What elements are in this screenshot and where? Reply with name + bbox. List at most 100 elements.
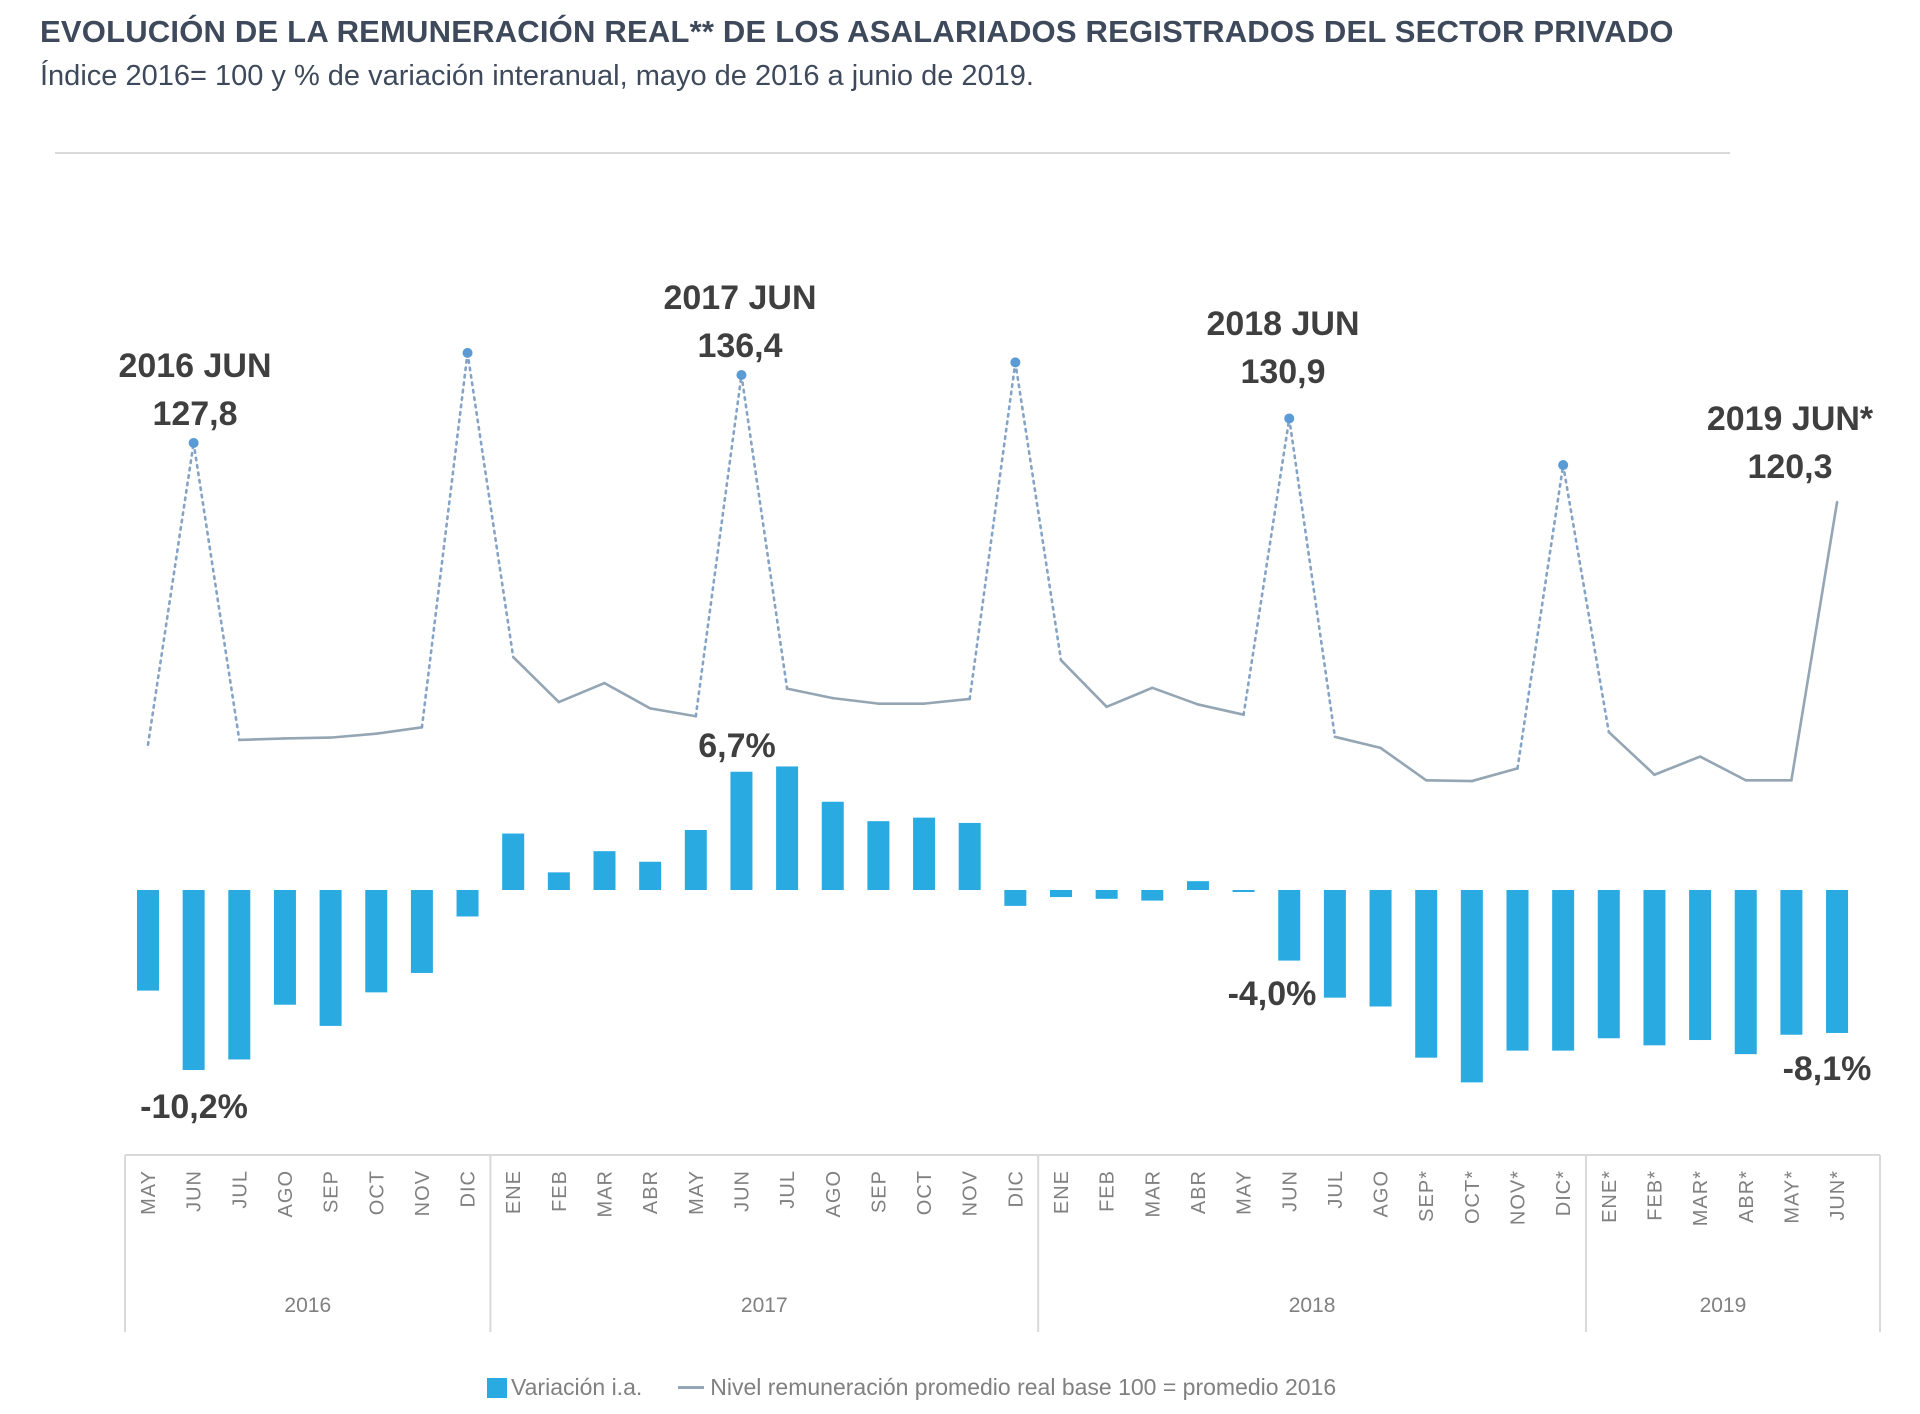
bar xyxy=(319,890,342,1026)
bar xyxy=(410,890,433,973)
bar xyxy=(1141,890,1164,901)
month-tick-label: MAY xyxy=(1234,1170,1256,1215)
bar-annotation-value: -10,2% xyxy=(140,1088,248,1126)
month-labels-group: MAY JUN JUL AGO SEP OCT NOV DIC ENE FEB MAR ABR MAY J… xyxy=(138,1170,1849,1226)
index-line-segment xyxy=(1698,755,1748,782)
index-line-segment xyxy=(238,737,287,742)
index-line-segment xyxy=(1607,730,1656,777)
month-tick-label: SEP* xyxy=(1416,1170,1438,1222)
index-line-segment xyxy=(557,681,606,704)
month-tick-label: FEB xyxy=(549,1170,571,1212)
legend-label-nivel: Nivel remuneración promedio real base 10… xyxy=(710,1374,1337,1400)
bars-group xyxy=(137,766,1849,1083)
bar-series-swatch-icon xyxy=(487,1377,507,1398)
bar xyxy=(867,821,890,890)
month-tick-label: JUN xyxy=(731,1170,753,1212)
month-tick-label: ENE xyxy=(503,1170,525,1214)
month-tick-label: DIC* xyxy=(1553,1170,1575,1216)
month-tick-label: MAR xyxy=(1142,1170,1164,1217)
month-tick-label: JUL xyxy=(229,1170,251,1209)
bar xyxy=(1186,881,1209,890)
month-tick-label: MAY* xyxy=(1781,1170,1803,1224)
bar xyxy=(1552,890,1575,1051)
bar xyxy=(1278,890,1301,961)
bar-annotation-value: 6,7% xyxy=(698,727,776,765)
peak-dot xyxy=(462,347,473,358)
month-tick-label: SEP xyxy=(321,1170,343,1213)
index-line-segment xyxy=(1151,686,1200,706)
bar xyxy=(365,890,388,993)
index-line-segment xyxy=(785,687,835,700)
peak-dot xyxy=(1558,460,1569,471)
month-tick-label: ABR xyxy=(640,1170,662,1214)
peak-annotation-title: 2019 JUN* xyxy=(1707,400,1874,438)
peak-dot xyxy=(1284,413,1295,424)
month-tick-label: JUL xyxy=(1325,1170,1347,1209)
index-line-segment xyxy=(1790,500,1839,782)
bar xyxy=(1734,890,1757,1055)
legend-item-variacion: Variación i.a. xyxy=(487,1374,642,1401)
bar xyxy=(1050,890,1072,898)
year-label: 2017 xyxy=(741,1294,788,1317)
index-line-segment xyxy=(1333,735,1382,750)
month-tick-label: DIC xyxy=(458,1170,480,1207)
index-line-segment xyxy=(1653,755,1702,777)
page-title: EVOLUCIÓN DE LA REMUNERACIÓN REAL** DE L… xyxy=(40,14,1674,49)
bar xyxy=(776,766,799,890)
index-line-segment xyxy=(1105,686,1154,709)
month-tick-label: ENE* xyxy=(1599,1170,1621,1223)
annotations-group: 2016 JUN 127,8 2017 JUN 136,4 2018 JUN 130,9 2… xyxy=(118,279,1873,1126)
month-tick-label: SEP xyxy=(868,1170,890,1213)
bar xyxy=(1597,890,1620,1039)
index-line-segment-dashed xyxy=(1561,463,1611,734)
month-tick-label: ABR xyxy=(1188,1170,1210,1214)
index-line-segment-dashed xyxy=(1287,417,1337,739)
month-tick-label: FEB* xyxy=(1644,1170,1666,1221)
month-tick-label: JUN xyxy=(1279,1170,1301,1212)
index-line-segment-dashed xyxy=(1242,417,1291,717)
page-subtitle: Índice 2016= 100 y % de variación intera… xyxy=(40,60,1034,92)
index-line-segment xyxy=(1196,703,1245,717)
month-tick-label: ABR* xyxy=(1736,1170,1758,1223)
month-tick-label: NOV xyxy=(412,1170,434,1216)
legend-label-variacion: Variación i.a. xyxy=(511,1374,643,1400)
peak-dot xyxy=(188,437,199,448)
peak-dot xyxy=(1010,357,1021,368)
bar xyxy=(1460,890,1483,1083)
year-labels-group: 2016 2017 2018 2019 xyxy=(284,1294,1746,1317)
index-line-segment xyxy=(329,732,378,739)
bar xyxy=(730,771,753,890)
bar xyxy=(1369,890,1392,1007)
bar xyxy=(1689,890,1712,1041)
index-line-segment xyxy=(374,726,424,735)
index-line-segment xyxy=(603,681,652,710)
bar xyxy=(1004,890,1027,906)
bar xyxy=(502,833,525,890)
month-tick-label: OCT* xyxy=(1462,1170,1484,1224)
bar xyxy=(182,890,205,1071)
month-tick-label: JUL xyxy=(777,1170,799,1209)
month-tick-label: AGO xyxy=(823,1170,845,1217)
month-tick-label: ENE xyxy=(1051,1170,1073,1214)
bar xyxy=(1643,890,1666,1046)
month-tick-label: NOV xyxy=(960,1170,982,1216)
index-line-segment-dashed xyxy=(1516,463,1565,770)
month-tick-label: AGO xyxy=(275,1170,297,1217)
peak-annotation-value: 136,4 xyxy=(697,327,782,365)
bar xyxy=(547,872,570,890)
month-tick-label: AGO xyxy=(1371,1170,1393,1217)
bar xyxy=(228,890,251,1060)
month-tick-label: OCT xyxy=(366,1170,388,1215)
index-line-segment xyxy=(1059,658,1108,709)
index-line-segment-dashed xyxy=(1014,361,1063,662)
bar xyxy=(1323,890,1346,998)
year-label: 2019 xyxy=(1700,1294,1747,1317)
month-tick-label: JUN xyxy=(184,1170,206,1212)
peak-dots-group xyxy=(188,347,1569,471)
bar-annotation-value: -4,0% xyxy=(1228,975,1317,1013)
bar xyxy=(1826,890,1849,1033)
header-divider xyxy=(55,152,1730,154)
line-group xyxy=(146,351,1839,783)
